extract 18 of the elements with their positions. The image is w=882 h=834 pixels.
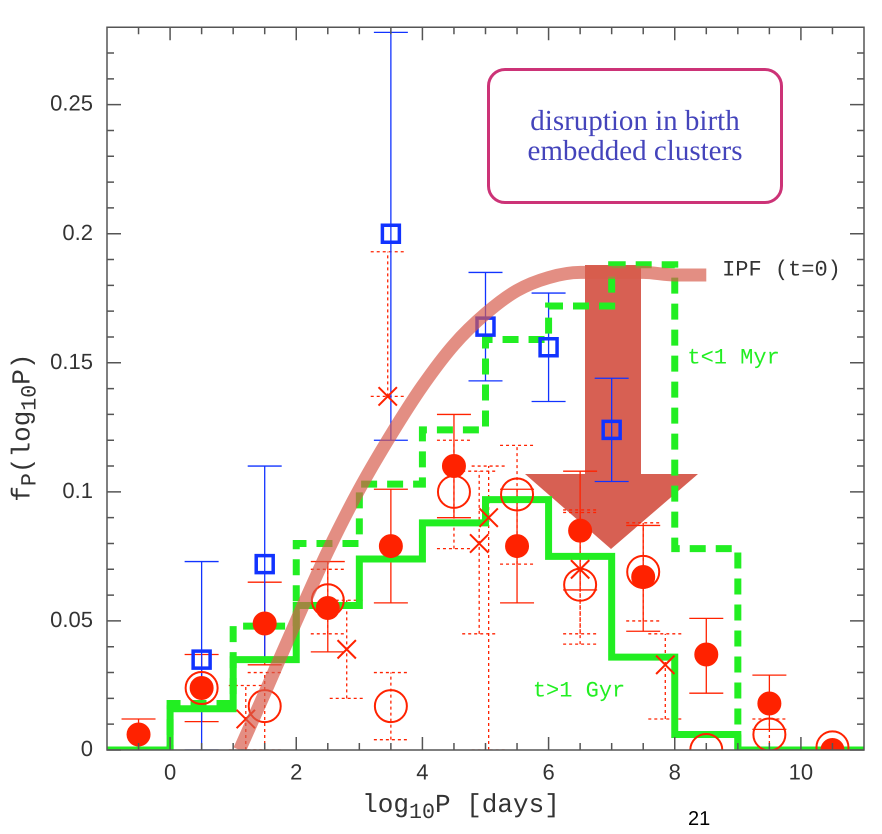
y-tick-label: 0.1	[62, 478, 93, 503]
x-tick-label: 8	[668, 759, 681, 784]
y-tick-label: 0.05	[50, 606, 93, 632]
x-tick-label: 2	[290, 759, 302, 784]
y-tick-label: 0.2	[62, 220, 93, 245]
x-tick-label: 4	[416, 759, 429, 784]
y-tick-label: 0	[80, 736, 93, 762]
series-label: t>1 Gyr	[532, 678, 626, 704]
text: 21	[688, 808, 710, 831]
series-label: IPF (t=0)	[722, 258, 841, 283]
y-tick-label: 0.25	[50, 90, 93, 116]
x-tick-label: 6	[542, 759, 555, 784]
series-label: t<1 Myr	[687, 345, 780, 370]
y-tick-label: 0.15	[50, 348, 93, 374]
x-tick-label: 10	[788, 759, 814, 784]
x-tick-label: 0	[164, 759, 176, 784]
x-axis-title: log$_{10}$P [days]	[362, 790, 560, 826]
annotation: disruption in birth embedded clusters	[487, 68, 783, 204]
